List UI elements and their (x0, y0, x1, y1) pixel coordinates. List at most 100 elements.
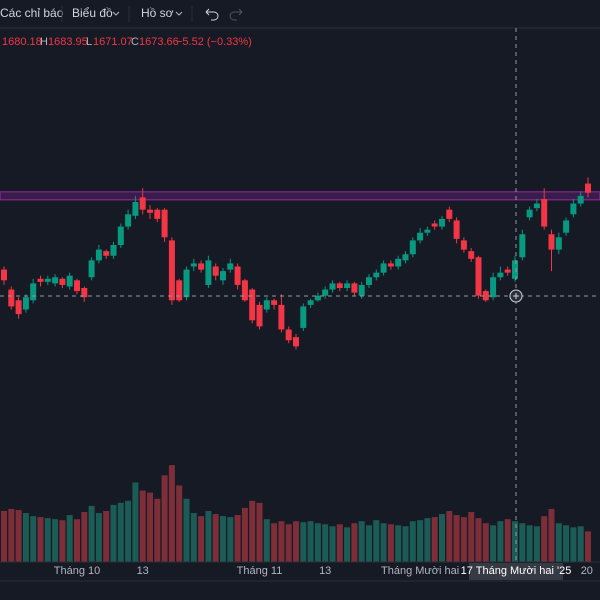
candle-body (125, 214, 132, 227)
candle-body (44, 278, 51, 282)
volume-bar (409, 521, 416, 562)
volume-bar (44, 518, 51, 562)
candle-body (66, 275, 73, 287)
candle-body (460, 240, 467, 250)
candle-body (176, 280, 183, 301)
volume-bar (424, 518, 431, 562)
volume-bar (59, 520, 66, 562)
candle-body (490, 277, 497, 298)
candle-body (409, 240, 416, 255)
redo-button[interactable] (229, 8, 243, 21)
legend-open: 1680.18 (2, 36, 42, 48)
volume-bar (176, 485, 183, 562)
chart-button[interactable]: Biểu đồ (72, 6, 113, 20)
legend-high: 1683.95 (48, 36, 88, 48)
candle-body (548, 234, 555, 250)
candle-body (533, 203, 540, 209)
volume-bar (183, 498, 190, 562)
volume-bar (95, 513, 102, 562)
indicators-button[interactable]: Các chỉ báo (0, 6, 64, 20)
volume-bar (220, 516, 226, 562)
candle-body (300, 306, 307, 328)
volume-bar (139, 490, 146, 562)
volume-bar (344, 527, 351, 562)
x-tick-label: Tháng Mười hai (381, 565, 459, 577)
volume-bar (519, 523, 526, 562)
candle-body (256, 304, 263, 327)
candle-body (37, 278, 44, 282)
candle-body (234, 266, 241, 285)
candle-body (81, 288, 88, 298)
volume-bar (30, 516, 37, 562)
candle-body (8, 289, 15, 307)
candle-body (183, 269, 190, 298)
x-tick-label: Tháng 11 (237, 565, 283, 577)
candle-body (336, 283, 343, 288)
candle-body (74, 280, 80, 292)
candle-body (504, 269, 511, 273)
candle-body (358, 284, 365, 296)
candle-body (271, 300, 278, 305)
candle-body (322, 289, 329, 296)
volume-bar (205, 511, 212, 562)
candle-body (198, 263, 205, 270)
candle-body (395, 258, 402, 267)
candle-body (373, 272, 380, 278)
candle-body (212, 266, 219, 276)
volume-bar (293, 521, 299, 562)
candle-body (263, 300, 270, 310)
volume-bar (1, 511, 7, 562)
candle-body (205, 260, 212, 285)
profile-button[interactable]: Hồ sơ (141, 6, 174, 20)
candle-body (103, 251, 110, 256)
volume-bar (66, 515, 73, 562)
candle-body (168, 240, 175, 301)
candle-body (380, 263, 387, 273)
candle-body (59, 278, 66, 285)
chevron (112, 11, 120, 16)
candle-body (402, 254, 409, 261)
candle-body (577, 195, 584, 204)
volume-bar (110, 504, 117, 562)
candle-body (154, 209, 161, 219)
candle-body (519, 234, 526, 258)
volume-bar (541, 516, 548, 562)
candle-body (285, 329, 292, 341)
candle-body (15, 300, 22, 315)
legend-low: 1671.07 (93, 36, 133, 48)
volume-bar (307, 521, 314, 562)
x-tick-label: 20 (581, 565, 593, 577)
legend: 1680.18 H 1683.95 L 1671.07 C 1673.66 −5… (2, 36, 252, 48)
volume-bar (548, 508, 555, 562)
x-tick-label: 13 (137, 565, 149, 577)
volume-bar (387, 524, 394, 562)
candle-body (132, 202, 139, 216)
candle-body (497, 272, 504, 278)
volume-bar (81, 512, 88, 562)
volume-bar (190, 513, 197, 562)
legend-label: C (131, 36, 139, 48)
legend-label: H (40, 36, 48, 48)
undo-button[interactable] (205, 8, 219, 21)
chevron (175, 11, 183, 16)
volume-bar (431, 517, 438, 562)
x-tick-label: 13 (319, 565, 331, 577)
volume-bar (395, 525, 402, 562)
volume-bar (8, 508, 15, 562)
candle-body (241, 280, 248, 301)
volume-bar (154, 498, 161, 562)
candle-body (88, 260, 95, 278)
volume-bar (446, 511, 453, 562)
candle-body (22, 297, 29, 310)
volume-bar (198, 516, 205, 562)
volume-bar (585, 531, 591, 562)
candle-body (570, 203, 577, 215)
volume-bar (125, 500, 132, 562)
volume-bar (88, 505, 95, 562)
volume-bar (533, 526, 540, 562)
volume-bar (234, 515, 241, 562)
volume-bar (278, 521, 285, 562)
candle-body (366, 277, 372, 285)
legend-close: 1673.66 (139, 36, 179, 48)
